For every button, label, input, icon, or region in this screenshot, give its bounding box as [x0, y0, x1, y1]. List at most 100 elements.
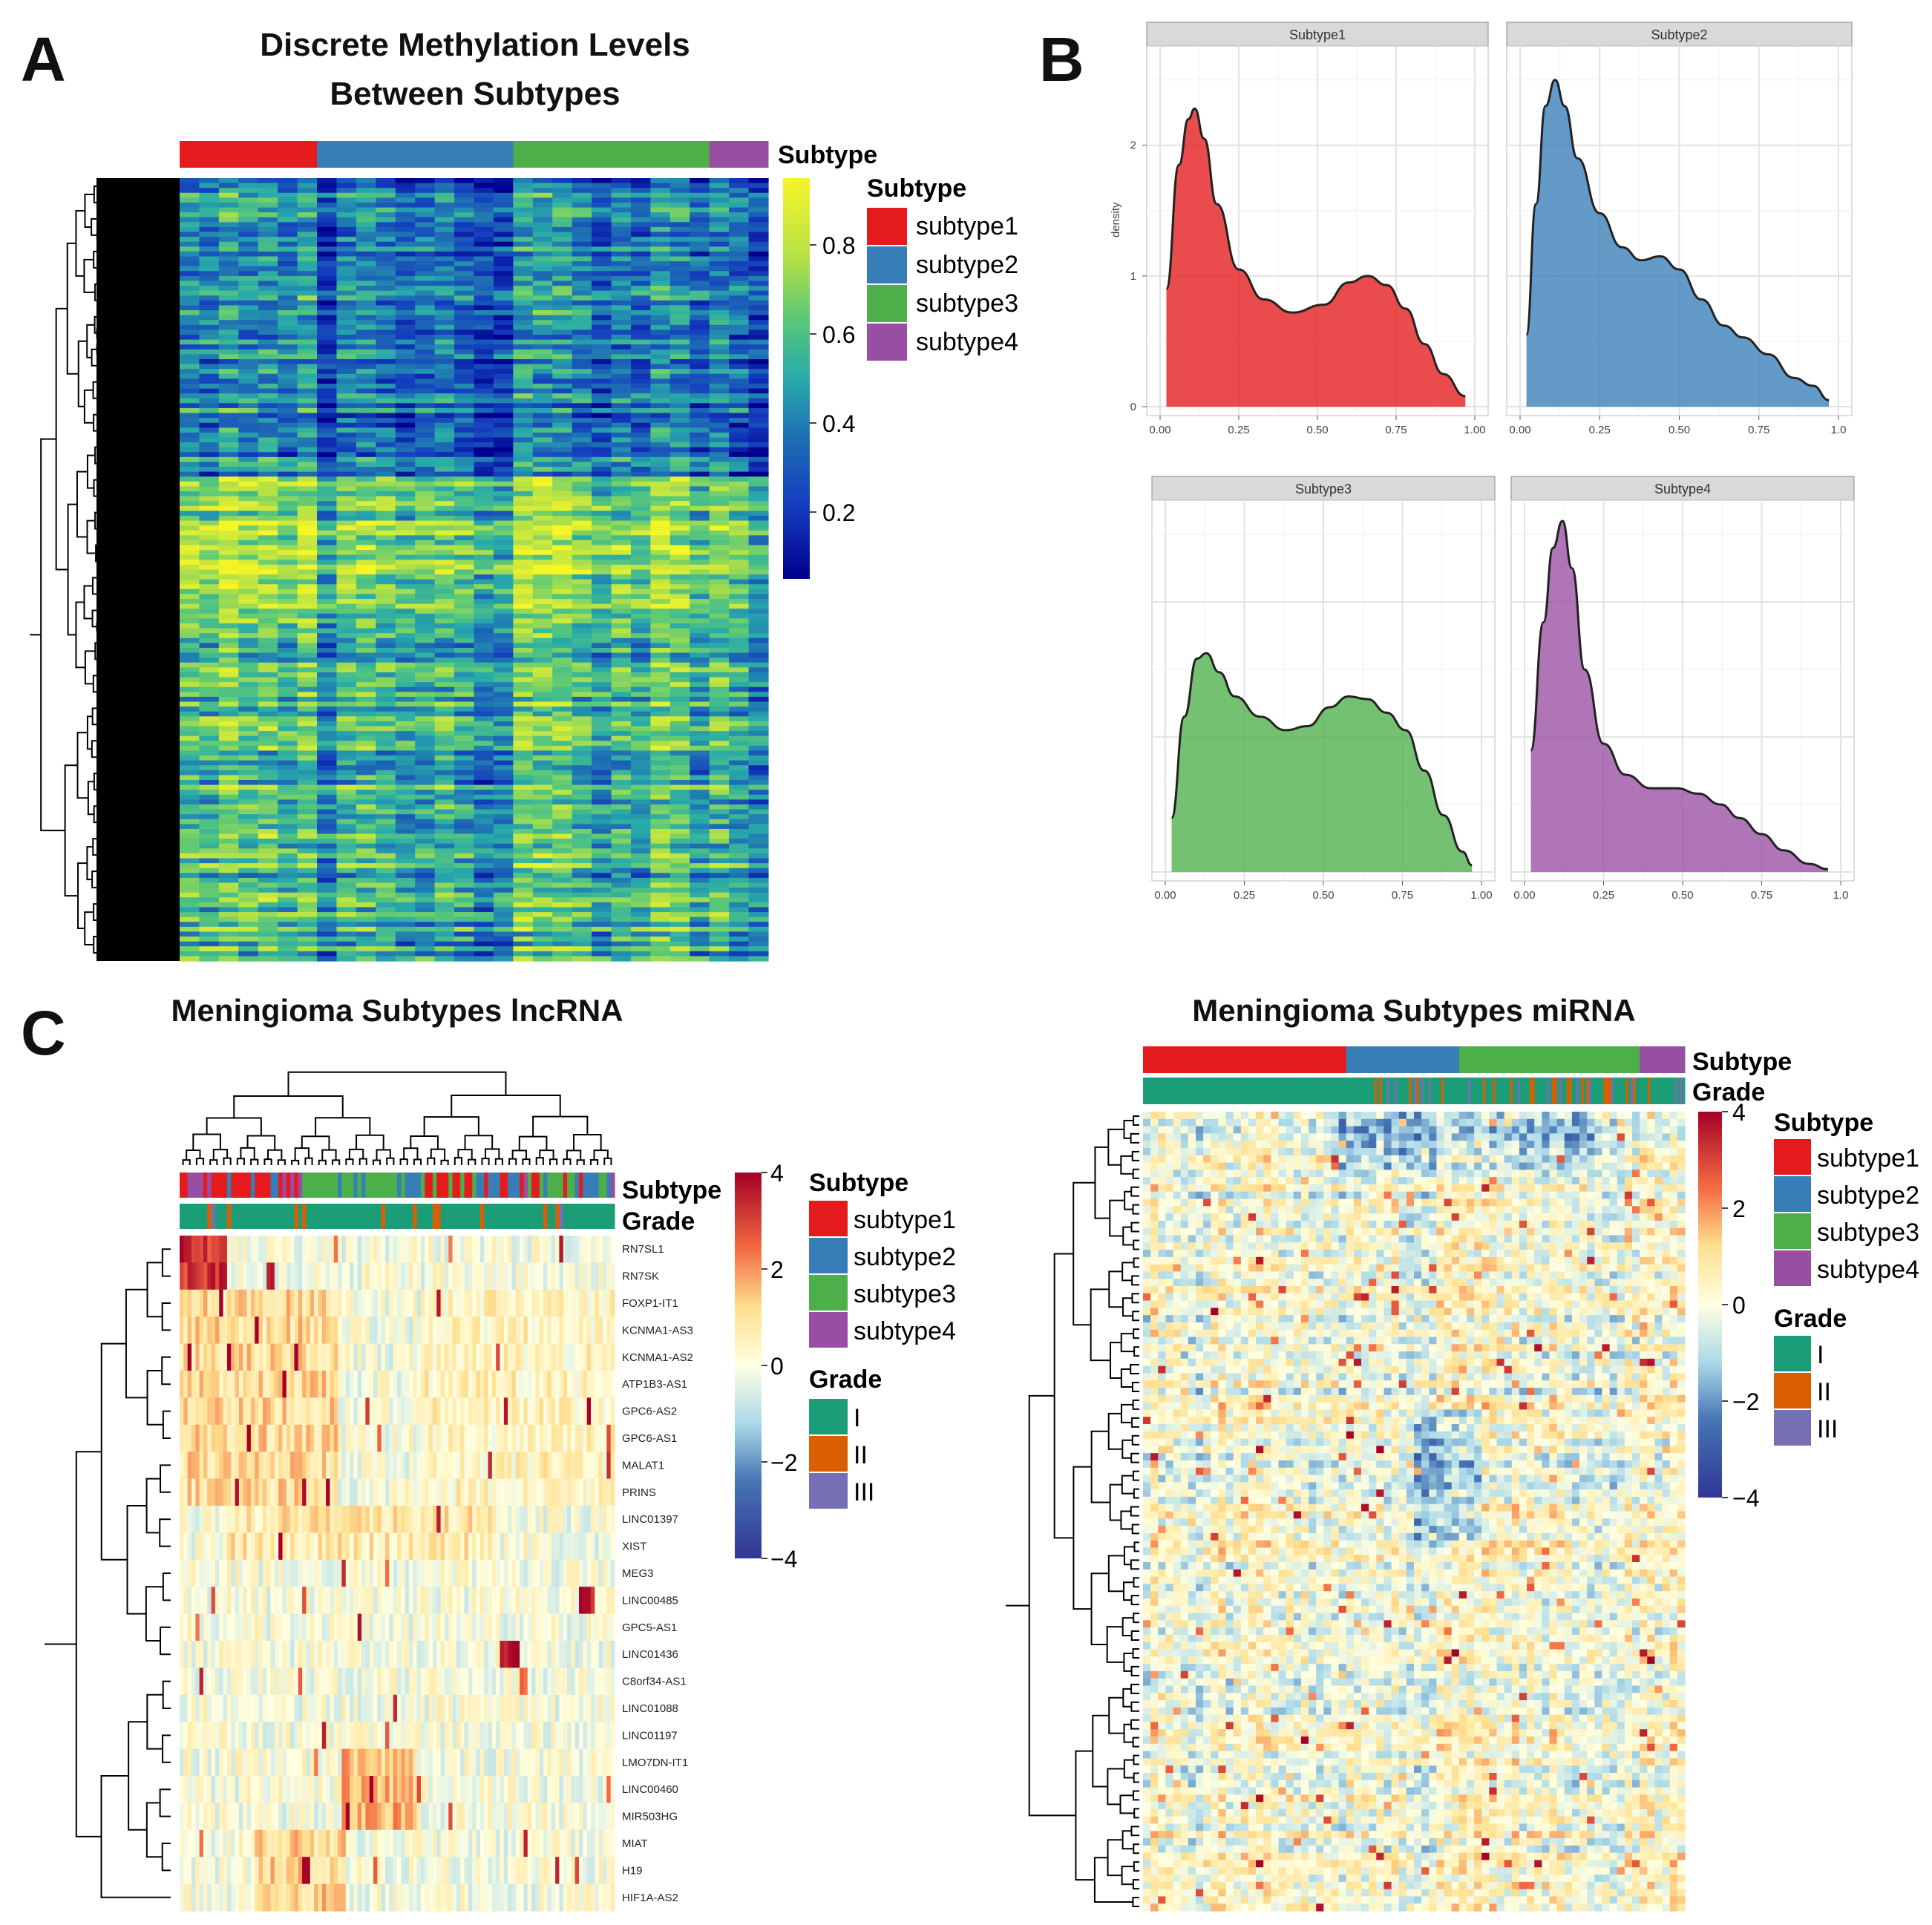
- heatmap-cell: [258, 603, 278, 609]
- heatmap-cell: [552, 637, 573, 644]
- heatmap-cell: [669, 525, 690, 531]
- heatmap-cell: [258, 281, 278, 286]
- heatmap-cell: [218, 364, 239, 370]
- heatmap-cell: [395, 369, 416, 375]
- heatmap-cell: [336, 686, 357, 692]
- heatmap-cell: [395, 672, 416, 678]
- heatmap-cell: [513, 775, 534, 781]
- heatmap-cell: [513, 535, 534, 541]
- heatmap-cell: [356, 442, 376, 448]
- heatmap-cell: [180, 398, 200, 404]
- heatmap-cell: [395, 373, 416, 379]
- heatmap-cell: [474, 858, 494, 864]
- heatmap-cell: [669, 912, 690, 918]
- heatmap-cell: [199, 931, 220, 937]
- heatmap-cell: [376, 794, 396, 801]
- heatmap-cell: [434, 251, 455, 258]
- heatmap-cell: [592, 183, 612, 188]
- heatmap-cell: [258, 775, 278, 781]
- heatmap-cell: [434, 226, 455, 233]
- heatmap-cell: [454, 232, 475, 237]
- heatmap-cell: [180, 888, 200, 893]
- heatmap-cell: [748, 613, 769, 620]
- heatmap-cell: [454, 648, 475, 654]
- heatmap-cell: [297, 750, 318, 756]
- heatmap-cell: [474, 657, 494, 663]
- heatmap-cell: [415, 324, 436, 331]
- heatmap-cell: [180, 853, 200, 859]
- heatmap-cell: [592, 765, 612, 771]
- heatmap-cell: [356, 369, 376, 375]
- heatmap-cell: [493, 373, 514, 379]
- heatmap-cell: [709, 839, 730, 845]
- heatmap-cell: [356, 486, 376, 492]
- heatmap-cell: [572, 569, 592, 575]
- heatmap-cell: [180, 613, 200, 620]
- heatmap-cell: [297, 540, 318, 546]
- heatmap-cell: [180, 407, 200, 414]
- heatmap-cell: [356, 554, 376, 560]
- heatmap-cell: [650, 951, 671, 957]
- heatmap-cell: [611, 760, 632, 766]
- heatmap-cell: [199, 188, 220, 194]
- heatmap-cell: [709, 320, 730, 326]
- heatmap-cell: [513, 726, 534, 732]
- heatmap-cell: [572, 281, 592, 286]
- heatmap-cell: [513, 863, 534, 869]
- heatmap-cell: [395, 237, 416, 243]
- heatmap-cell: [218, 373, 239, 379]
- heatmap-cell: [218, 648, 239, 654]
- heatmap-cell: [258, 618, 278, 624]
- heatmap-cell: [532, 564, 553, 571]
- heatmap-cell: [592, 188, 612, 194]
- heatmap-cell: [238, 951, 259, 957]
- heatmap-cell: [434, 315, 455, 321]
- heatmap-cell: [474, 775, 494, 781]
- heatmap-cell: [552, 686, 573, 692]
- heatmap-cell: [297, 266, 318, 272]
- heatmap-cell: [690, 329, 710, 335]
- heatmap-cell: [415, 613, 436, 620]
- heatmap-cell: [474, 320, 494, 326]
- heatmap-cell: [376, 706, 396, 712]
- heatmap-cell: [611, 701, 632, 707]
- heatmap-cell: [454, 760, 475, 766]
- heatmap-cell: [297, 877, 318, 884]
- heatmap-cell: [493, 594, 514, 600]
- heatmap-cell: [356, 686, 376, 692]
- heatmap-cell: [572, 266, 592, 272]
- heatmap-cell: [592, 912, 612, 918]
- heatmap-cell: [258, 682, 278, 688]
- heatmap-cell: [552, 447, 573, 453]
- heatmap-cell: [317, 868, 338, 873]
- heatmap-cell: [180, 745, 200, 752]
- heatmap-cell: [709, 775, 730, 781]
- heatmap-cell: [532, 530, 553, 536]
- heatmap-cell: [199, 237, 220, 243]
- heatmap-cell: [415, 765, 436, 771]
- heatmap-cell: [336, 305, 357, 311]
- heatmap-cell: [218, 848, 239, 854]
- heatmap-cell: [218, 192, 239, 198]
- heatmap-cell: [297, 912, 318, 918]
- heatmap-cell: [356, 324, 376, 331]
- heatmap-cell: [415, 251, 436, 258]
- heatmap-cell: [199, 364, 220, 370]
- heatmap-cell: [532, 515, 553, 522]
- heatmap-cell: [356, 281, 376, 286]
- heatmap-cell: [180, 765, 200, 771]
- heatmap-cell: [493, 790, 514, 796]
- heatmap-cell: [218, 437, 239, 443]
- heatmap-cell: [729, 804, 750, 810]
- heatmap-cell: [199, 770, 220, 776]
- heatmap-cell: [415, 633, 436, 639]
- heatmap-cell: [611, 403, 632, 409]
- heatmap-cell: [415, 339, 436, 345]
- heatmap-cell: [180, 300, 200, 306]
- heatmap-cell: [669, 251, 690, 258]
- heatmap-cell: [474, 628, 494, 634]
- heatmap-cell: [180, 281, 200, 286]
- heatmap-cell: [336, 290, 357, 296]
- heatmap-cell: [669, 931, 690, 937]
- heatmap-cell: [395, 192, 416, 198]
